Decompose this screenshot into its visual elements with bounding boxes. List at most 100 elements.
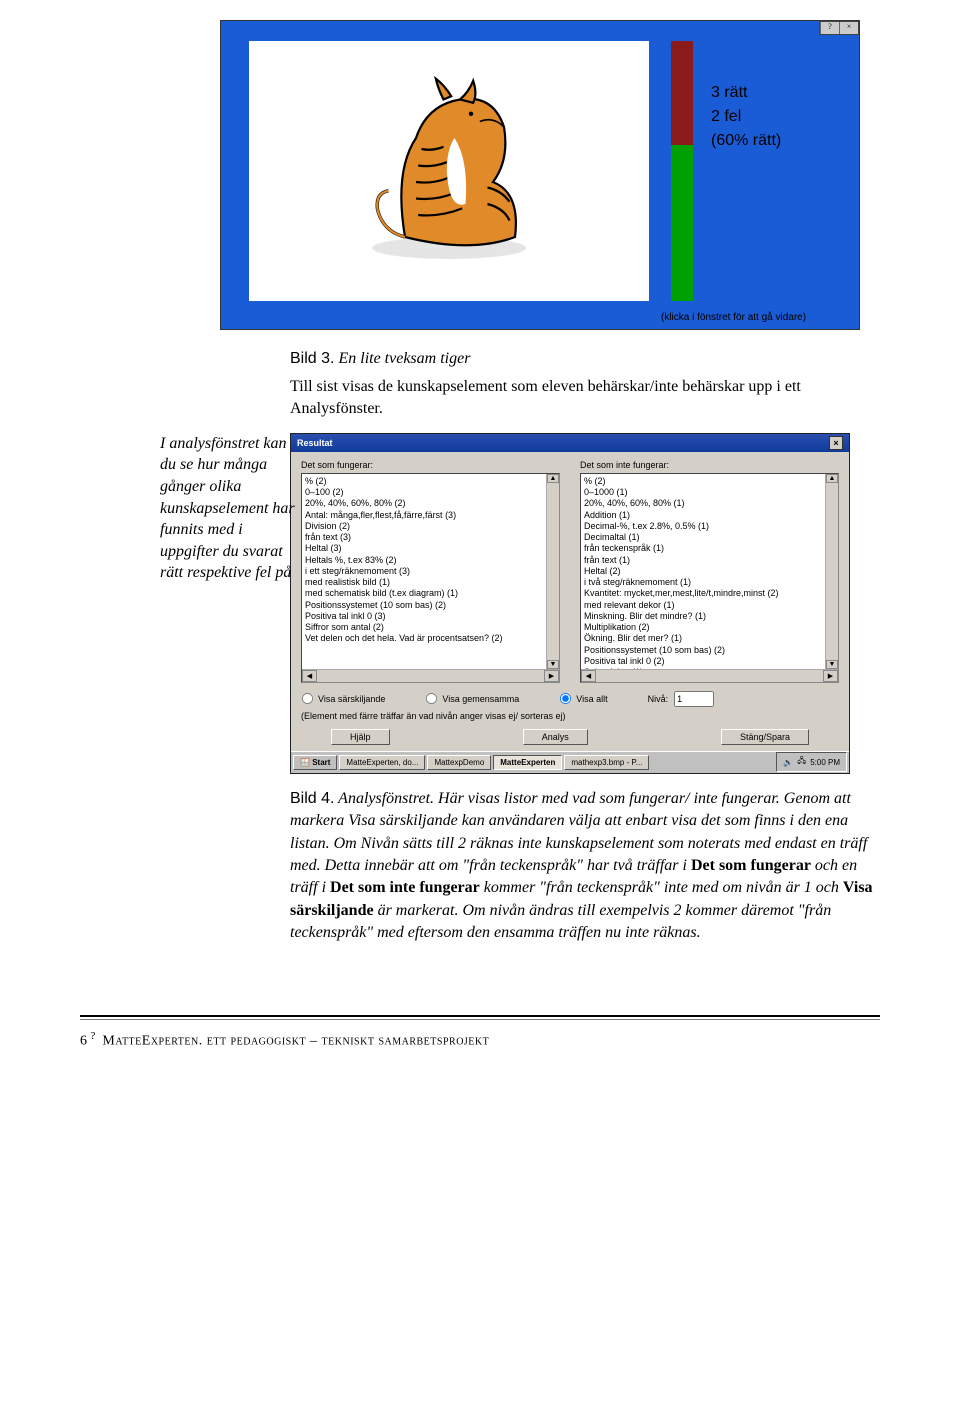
footer-title1: MatteExperten.: [102, 1033, 202, 1048]
niva-label: Nivå:: [648, 694, 669, 704]
caption-bild4: Bild 4. Analysfönstret. Här visas listor…: [290, 788, 880, 945]
caption-bild3-lead: Bild 3.: [290, 350, 334, 367]
help-icon[interactable]: ?: [820, 22, 839, 34]
system-tray: 🔊 🖧 5:00 PM: [776, 752, 847, 772]
caption-bild4-bold2: Det som inte fungerar: [330, 879, 480, 896]
list-item[interactable]: 20%, 40%, 60%, 80% (1): [584, 498, 835, 509]
list-item[interactable]: Antal: många,fler,flest,få,färre,färst (…: [305, 510, 556, 521]
list-item[interactable]: från text (1): [584, 555, 835, 566]
list-item[interactable]: Positiva tal inkl 0 (3): [305, 611, 556, 622]
resultat-window-screenshot: Resultat × Det som fungerar: % (2)0–100 …: [290, 433, 850, 774]
list-item[interactable]: med relevant dekor (1): [584, 600, 835, 611]
taskbar-task[interactable]: MatteExperten, do...: [339, 755, 425, 770]
window-controls: ? ×: [819, 21, 859, 35]
list-item[interactable]: från text (3): [305, 532, 556, 543]
niva-field: Nivå:: [648, 691, 715, 707]
caption-bild4-c: kommer "från teckenspråk" inte med om ni…: [480, 879, 843, 896]
resultat-panel: Det som fungerar: % (2)0–100 (2)20%, 40%…: [291, 452, 849, 751]
resultat-titlebar: Resultat ×: [291, 434, 849, 452]
close-icon[interactable]: ×: [839, 22, 858, 34]
list-item[interactable]: 20%, 40%, 60%, 80% (2): [305, 498, 556, 509]
radio-gemensamma-label: Visa gemensamma: [442, 694, 519, 704]
list-item[interactable]: Positiva tal inkl 0 (2): [584, 656, 835, 667]
list-item[interactable]: Multiplikation (2): [584, 622, 835, 633]
intro-paragraph: Till sist visas de kunskapselement som e…: [290, 376, 880, 421]
list-item[interactable]: 0–1000 (1): [584, 487, 835, 498]
hjalp-button[interactable]: Hjälp: [331, 729, 390, 745]
start-button[interactable]: 🪟 Start: [293, 755, 337, 770]
taskbar-task[interactable]: MatteExperten: [493, 755, 562, 770]
tiger-illustration: [339, 61, 559, 281]
close-icon[interactable]: ×: [829, 436, 843, 450]
scrollbar-horizontal[interactable]: [302, 669, 559, 682]
footer-title2: ett pedagogiskt – tekniskt samarbetsproj…: [203, 1033, 490, 1048]
list-item[interactable]: från teckenspråk (1): [584, 543, 835, 554]
tiger-image-panel: [249, 41, 649, 301]
list-item[interactable]: Decimaltal (1): [584, 532, 835, 543]
click-to-continue-note: (klicka i fönstret för att gå vidare): [661, 312, 806, 323]
list-item[interactable]: Division (2): [305, 521, 556, 532]
stang-button[interactable]: Stäng/Spara: [721, 729, 809, 745]
list-item[interactable]: med realistisk bild (1): [305, 577, 556, 588]
notworks-listbox[interactable]: % (2)0–1000 (1)20%, 40%, 60%, 80% (1)Add…: [580, 473, 839, 683]
tray-icon: 🔊: [783, 758, 793, 767]
list-item[interactable]: Vet delen och det hela. Vad är procentsa…: [305, 633, 556, 644]
caption-bild4-bold1: Det som fungerar: [691, 857, 811, 874]
list-item[interactable]: Kvantitet: mycket,mer,mest,lite/t,mindre…: [584, 588, 835, 599]
filter-radios: Visa särskiljande Visa gemensamma Visa a…: [301, 691, 839, 707]
list-item[interactable]: i två steg/räknemoment (1): [584, 577, 835, 588]
radio-allt[interactable]: Visa allt: [559, 692, 607, 705]
filter-note: (Element med färre träffar än vad nivån …: [301, 711, 839, 721]
list-item[interactable]: Addition (1): [584, 510, 835, 521]
scrollbar-horizontal[interactable]: [581, 669, 838, 682]
scrollbar-vertical[interactable]: [825, 474, 838, 682]
stat-line-wrong: 2 fel: [711, 105, 781, 129]
list-item[interactable]: Positionssystemet (10 som bas) (2): [305, 600, 556, 611]
footer-rule: [80, 1015, 880, 1020]
list-item[interactable]: Positionssystemet (10 som bas) (2): [584, 645, 835, 656]
tiger-score-screenshot: ? ×: [220, 20, 860, 330]
taskbar: 🪟 Start MatteExperten, do...MattexpDemoM…: [291, 751, 849, 773]
list-item[interactable]: Decimal-%, t.ex 2.8%, 0.5% (1): [584, 521, 835, 532]
list-item[interactable]: 0–100 (2): [305, 487, 556, 498]
taskbar-task[interactable]: mathexp3.bmp - P...: [564, 755, 649, 770]
works-listbox[interactable]: % (2)0–100 (2)20%, 40%, 60%, 80% (2)Anta…: [301, 473, 560, 683]
list-item[interactable]: Siffror som antal (2): [305, 622, 556, 633]
list-item[interactable]: % (2): [584, 476, 835, 487]
button-row: Hjälp Analys Stäng/Spara: [301, 729, 839, 745]
stat-line-pct: (60% rätt): [711, 129, 781, 153]
score-bar-wrong: [671, 41, 693, 145]
margin-note: I analysfönstret kan du se hur många gån…: [160, 433, 305, 584]
radio-gemensamma[interactable]: Visa gemensamma: [425, 692, 519, 705]
caption-bild3-text: En lite tveksam tiger: [334, 350, 470, 367]
footer-qmark: ?: [91, 1030, 96, 1042]
taskbar-task[interactable]: MattexpDemo: [427, 755, 491, 770]
page-footer: 6 ? MatteExperten. ett pedagogiskt – tek…: [80, 1030, 880, 1050]
score-bar: [671, 41, 693, 301]
niva-input[interactable]: [674, 691, 714, 707]
works-column: Det som fungerar: % (2)0–100 (2)20%, 40%…: [301, 460, 560, 683]
works-label: Det som fungerar:: [301, 460, 560, 470]
list-item[interactable]: Heltals %, t.ex 83% (2): [305, 555, 556, 566]
notworks-label: Det som inte fungerar:: [580, 460, 839, 470]
list-item[interactable]: Heltal (3): [305, 543, 556, 554]
list-item[interactable]: Minskning. Blir det mindre? (1): [584, 611, 835, 622]
page-number: 6: [80, 1033, 87, 1048]
radio-sarskiljande[interactable]: Visa särskiljande: [301, 692, 385, 705]
caption-bild4-lead: Bild 4.: [290, 790, 334, 807]
start-label: Start: [312, 758, 330, 767]
list-item[interactable]: i ett steg/räknemoment (3): [305, 566, 556, 577]
radio-allt-label: Visa allt: [576, 694, 607, 704]
tray-icon: 🖧: [797, 755, 806, 769]
list-item[interactable]: Ökning. Blir det mer? (1): [584, 633, 835, 644]
clock: 5:00 PM: [810, 758, 840, 767]
list-item[interactable]: % (2): [305, 476, 556, 487]
score-text: 3 rätt 2 fel (60% rätt): [711, 81, 781, 153]
list-item[interactable]: med schematisk bild (t.ex diagram) (1): [305, 588, 556, 599]
radio-sarskiljande-label: Visa särskiljande: [318, 694, 385, 704]
caption-bild3: Bild 3. En lite tveksam tiger: [290, 350, 880, 368]
scrollbar-vertical[interactable]: [546, 474, 559, 682]
notworks-column: Det som inte fungerar: % (2)0–1000 (1)20…: [580, 460, 839, 683]
list-item[interactable]: Heltal (2): [584, 566, 835, 577]
analys-button[interactable]: Analys: [523, 729, 588, 745]
